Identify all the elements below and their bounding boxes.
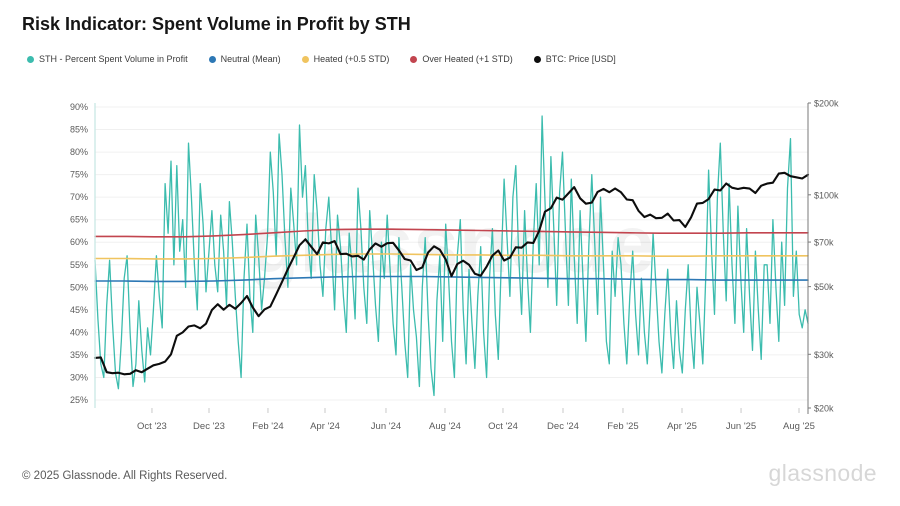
left-axis-tick-label: 85% [70, 125, 88, 135]
x-axis-tick-label: Aug '24 [429, 421, 461, 432]
legend-item-2[interactable]: Heated (+0.5 STD) [301, 54, 390, 64]
x-axis-tick-label: Jun '25 [726, 421, 756, 432]
legend-dot-icon [301, 55, 309, 63]
x-axis-tick-label: Oct '23 [137, 421, 167, 432]
legend-dot-icon [27, 55, 34, 63]
left-axis-tick-label: 80% [70, 147, 88, 157]
sth-series-path [94, 115, 809, 397]
right-axis-tick-label: $20k [814, 404, 834, 414]
left-axis-tick-label: 50% [70, 282, 88, 292]
x-axis-tick-label: Jun '24 [371, 421, 401, 432]
legend-dot-icon [533, 55, 541, 63]
heated-line-path [94, 253, 809, 260]
legend-item-label: Heated (+0.5 STD) [313, 54, 390, 64]
btc-price-path [93, 171, 810, 376]
right-axis-tick-label: $70k [814, 238, 834, 248]
x-axis-tick-label: Dec '24 [547, 421, 579, 432]
right-axis-tick-label: $100k [814, 190, 839, 200]
x-axis-tick-label: Oct '24 [488, 421, 518, 432]
left-axis-tick-label: 40% [70, 327, 88, 337]
left-axis-tick-label: 35% [70, 350, 88, 360]
left-axis-tick-label: 60% [70, 237, 88, 247]
copyright-text: © 2025 Glassnode. All Rights Reserved. [22, 470, 228, 482]
x-axis-tick-label: Apr '25 [667, 421, 697, 432]
legend-item-1[interactable]: Neutral (Mean) [208, 54, 281, 64]
legend-item-label: Over Heated (+1 STD) [422, 54, 513, 64]
right-axis-tick-label: $50k [814, 282, 834, 292]
x-axis-tick-label: Feb '24 [252, 421, 283, 432]
left-axis-tick-label: 30% [70, 372, 88, 382]
left-axis-tick-label: 45% [70, 305, 88, 315]
x-axis-tick-label: Dec '23 [193, 421, 225, 432]
x-axis-tick-label: Aug '25 [783, 421, 815, 432]
page-title: Risk Indicator: Spent Volume in Profit b… [22, 14, 411, 34]
left-axis-tick-label: 90% [70, 102, 88, 112]
left-axis-tick-label: 75% [70, 170, 88, 180]
x-axis-tick-label: Feb '25 [607, 421, 638, 432]
legend-item-3[interactable]: Over Heated (+1 STD) [410, 54, 513, 64]
x-axis-tick-label: Apr '24 [310, 421, 340, 432]
overheated-line-path [94, 228, 809, 238]
left-axis-tick-label: 25% [70, 395, 88, 405]
legend-dot-icon [410, 55, 418, 63]
legend-item-label: Neutral (Mean) [220, 54, 281, 64]
legend-item-4[interactable]: BTC: Price [USD] [533, 54, 616, 64]
legend-item-label: BTC: Price [USD] [545, 54, 616, 64]
left-axis-tick-label: 70% [70, 192, 88, 202]
legend: STH - Percent Spent Volume in Profit Neut… [27, 54, 616, 64]
glassnode-logo: glassnode [768, 460, 877, 486]
right-axis-tick-label: $200k [814, 99, 839, 109]
legend-item-0[interactable]: STH - Percent Spent Volume in Profit [27, 54, 188, 64]
legend-dot-icon [208, 55, 216, 63]
legend-item-label: STH - Percent Spent Volume in Profit [39, 54, 188, 64]
right-axis-tick-label: $30k [814, 350, 834, 360]
left-axis-tick-label: 65% [70, 215, 88, 225]
left-axis-tick-label: 55% [70, 260, 88, 270]
